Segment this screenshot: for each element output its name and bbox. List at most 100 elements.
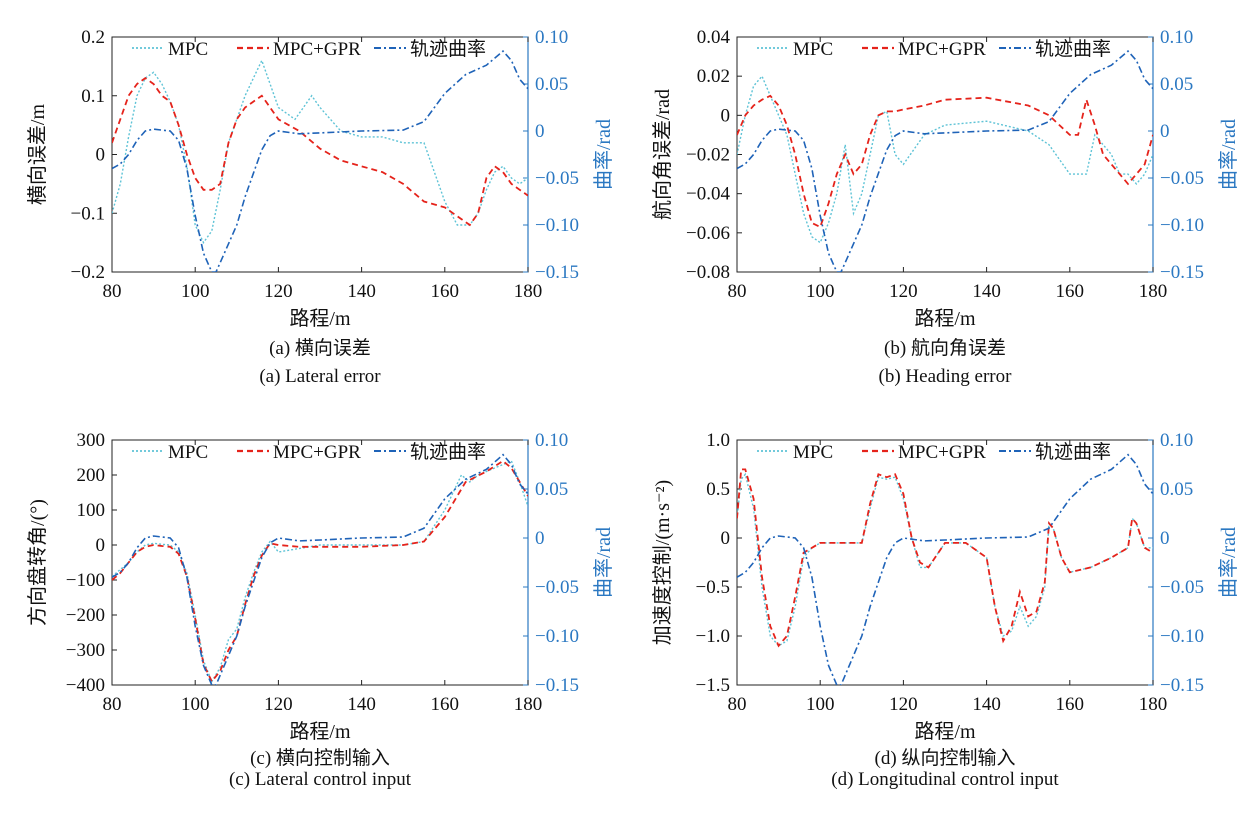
y-tick-label: 0.04 [697, 27, 731, 48]
legend-label-gpr: MPC+GPR [898, 442, 986, 463]
x-tick-label: 180 [514, 281, 543, 302]
y-tick-label: 1.0 [706, 430, 730, 451]
series-line-gpr [112, 76, 528, 227]
series-line-mpc [737, 472, 1153, 647]
plot-frame [736, 439, 1154, 686]
y2-tick-label: −0.15 [535, 675, 579, 696]
y-tick-label: −0.1 [71, 203, 105, 224]
y2-tick-label: 0.10 [1160, 27, 1193, 48]
y2-axis-label: 曲率/rad [592, 119, 615, 190]
series-line-mpc [112, 460, 528, 684]
y-tick-label: 0 [96, 145, 106, 166]
legend-label-curvature: 轨迹曲率 [1035, 38, 1111, 60]
y-tick-label: −0.06 [686, 223, 730, 244]
caption-en: (c) Lateral control input [229, 769, 412, 790]
series-line-mpc [737, 74, 1153, 244]
y2-tick-label: −0.10 [535, 626, 579, 647]
legend-label-gpr: MPC+GPR [273, 39, 361, 60]
y-tick-label: 0 [721, 528, 731, 549]
y2-tick-label: −0.10 [535, 215, 579, 236]
caption-en: (a) Lateral error [259, 366, 381, 387]
legend-label-mpc: MPC [793, 39, 833, 60]
x-tick-label: 140 [347, 281, 376, 302]
x-tick-label: 160 [431, 694, 460, 715]
y2-tick-label: 0 [535, 528, 545, 549]
y2-axis-label: 曲率/rad [1217, 119, 1240, 190]
legend: MPC MPC+GPR 轨迹曲率 [757, 38, 1111, 60]
x-tick-label: 100 [181, 694, 210, 715]
x-tick-label: 80 [728, 694, 747, 715]
caption-cn: (b) 航向角误差 [884, 337, 1006, 359]
legend-label-curvature: 轨迹曲率 [410, 441, 486, 463]
y2-tick-label: −0.05 [535, 577, 579, 598]
y-axis-label: 加速度控制/(m·s⁻²) [651, 480, 674, 645]
legend-label-gpr: MPC+GPR [898, 39, 986, 60]
y-tick-label: 200 [77, 465, 106, 486]
y2-tick-label: −0.05 [1160, 168, 1204, 189]
series-line-curvature [737, 49, 1153, 272]
y-tick-label: 0 [96, 535, 106, 556]
y2-tick-label: 0 [1160, 528, 1170, 549]
y-tick-label: −400 [66, 675, 105, 696]
y-tick-label: 0.2 [81, 27, 105, 48]
x-tick-label: 100 [806, 694, 835, 715]
series-line-gpr [737, 94, 1153, 229]
x-tick-label: 180 [514, 694, 543, 715]
y2-tick-label: 0 [1160, 121, 1170, 142]
x-tick-label: 160 [1056, 281, 1085, 302]
y2-tick-label: 0.05 [1160, 479, 1193, 500]
legend: MPC MPC+GPR 轨迹曲率 [132, 441, 486, 463]
caption-cn: (d) 纵向控制输入 [875, 747, 1016, 769]
legend-label-curvature: 轨迹曲率 [1035, 441, 1111, 463]
y-tick-label: −0.02 [686, 145, 730, 166]
y-tick-label: 300 [77, 430, 106, 451]
y-tick-label: 0 [721, 105, 731, 126]
y2-tick-label: 0.05 [535, 74, 568, 95]
y-tick-label: −0.5 [696, 577, 730, 598]
y-axis-label: 横向误差/m [26, 104, 49, 206]
y2-tick-label: −0.05 [1160, 577, 1204, 598]
y2-tick-label: −0.15 [1160, 675, 1204, 696]
series-line-curvature [112, 49, 528, 272]
y2-tick-label: 0.05 [1160, 74, 1193, 95]
y-tick-label: 100 [77, 500, 106, 521]
y2-tick-label: −0.15 [535, 262, 579, 283]
legend: MPC MPC+GPR 轨迹曲率 [757, 441, 1111, 463]
series-line-gpr [112, 459, 528, 684]
series-line-mpc [112, 58, 528, 244]
y-tick-label: −1.0 [696, 626, 730, 647]
y-tick-label: −0.04 [686, 184, 730, 205]
x-tick-label: 100 [181, 281, 210, 302]
plot-frame [111, 36, 529, 273]
x-tick-label: 80 [103, 281, 122, 302]
caption-en: (d) Longitudinal control input [831, 769, 1059, 790]
y2-tick-label: −0.15 [1160, 262, 1204, 283]
x-tick-label: 120 [889, 281, 918, 302]
chart-panel-2: 80 100 120 140 160 180 −0.08 −0.06 −0.04 −0.02 0 0.… [651, 27, 1240, 387]
x-tick-label: 140 [972, 694, 1001, 715]
caption-en: (b) Heading error [879, 366, 1013, 387]
x-tick-label: 140 [972, 281, 1001, 302]
x-tick-label: 120 [889, 694, 918, 715]
x-tick-label: 100 [806, 281, 835, 302]
y-tick-label: 0.1 [81, 86, 105, 107]
x-axis-label: 路程/m [289, 720, 351, 743]
series-line-gpr [737, 468, 1153, 648]
y2-tick-label: 0 [535, 121, 545, 142]
y-tick-label: 0.02 [697, 66, 730, 87]
x-tick-label: 80 [728, 281, 747, 302]
y2-tick-label: −0.10 [1160, 626, 1204, 647]
y2-axis-label: 曲率/rad [592, 527, 615, 598]
y2-tick-label: −0.05 [535, 168, 579, 189]
y-tick-label: −300 [66, 640, 105, 661]
y2-tick-label: −0.10 [1160, 215, 1204, 236]
legend-label-mpc: MPC [168, 442, 208, 463]
y-axis-label: 航向角误差/rad [651, 89, 674, 220]
x-tick-label: 160 [1056, 694, 1085, 715]
chart-panel-4: 80 100 120 140 160 180 −1.5 −1.0 −0.5 0 0.5 1.0 −0.1… [651, 430, 1240, 790]
y2-tick-label: 0.10 [535, 27, 568, 48]
y-tick-label: −200 [66, 605, 105, 626]
caption-cn: (c) 横向控制输入 [250, 747, 390, 769]
x-tick-label: 80 [103, 694, 122, 715]
legend-label-gpr: MPC+GPR [273, 442, 361, 463]
